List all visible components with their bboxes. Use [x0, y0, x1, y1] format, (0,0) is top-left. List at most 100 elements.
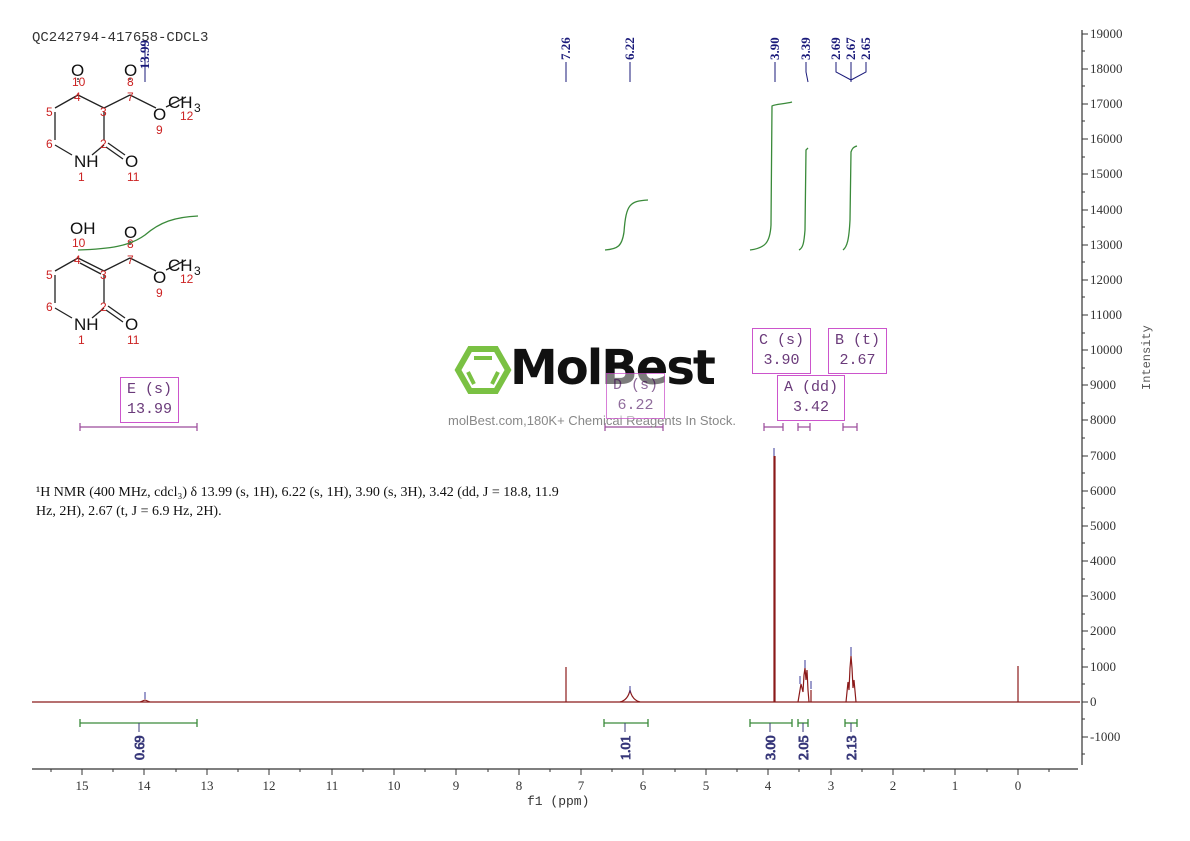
svg-text:6: 6	[46, 137, 53, 151]
svg-text:3.00: 3.00	[764, 736, 779, 761]
multiplet-label: E (s)	[127, 381, 173, 398]
svg-text:8000: 8000	[1090, 412, 1116, 427]
svg-text:10: 10	[388, 778, 401, 793]
svg-text:8: 8	[127, 75, 134, 89]
svg-text:7.26: 7.26	[558, 37, 573, 60]
svg-text:10000: 10000	[1090, 342, 1123, 357]
svg-text:10: 10	[72, 75, 86, 89]
svg-text:NH: NH	[74, 315, 99, 334]
integration-values: 0.69 1.01 3.00 2.05 2.13	[133, 723, 861, 761]
svg-text:-1000: -1000	[1090, 729, 1120, 744]
svg-text:O: O	[153, 105, 166, 124]
svg-text:14000: 14000	[1090, 202, 1123, 217]
svg-text:O: O	[124, 223, 137, 242]
svg-text:6.22: 6.22	[622, 37, 637, 60]
integral-curve-3.90	[749, 101, 793, 251]
svg-text:5: 5	[46, 105, 53, 119]
svg-text:5000: 5000	[1090, 518, 1116, 533]
multiplet-box-E: E (s) 13.99	[120, 377, 180, 423]
integral-curve-3.42	[798, 147, 809, 251]
svg-text:12: 12	[263, 778, 276, 793]
svg-text:3: 3	[100, 268, 107, 282]
svg-text:2.05: 2.05	[797, 736, 812, 761]
x-axis-label: f1 (ppm)	[527, 794, 590, 809]
nmr-description-line2: Hz, 2H), 2.67 (t, J = 6.9 Hz, 2H).	[36, 504, 222, 519]
multiplet-box-C: C (s) 3.90	[752, 328, 812, 374]
svg-text:8: 8	[516, 778, 523, 793]
svg-text:2: 2	[100, 300, 107, 314]
peak-labels: 13.99 7.26 6.22 3.90 3.39 2.69 2.67 2.65	[137, 37, 873, 83]
svg-text:2: 2	[100, 137, 107, 151]
multiplet-shift: 2.67	[839, 352, 876, 369]
multiplet-label: D (s)	[613, 377, 659, 394]
svg-text:2.69: 2.69	[828, 37, 843, 60]
multiplet-box-D: D (s) 6.22	[606, 373, 666, 419]
svg-text:CH: CH	[168, 256, 193, 275]
svg-text:11: 11	[127, 333, 140, 347]
svg-text:6000: 6000	[1090, 483, 1116, 498]
svg-text:0.69: 0.69	[133, 736, 148, 761]
peak-label-7.26: 7.26	[558, 37, 573, 82]
svg-text:11: 11	[127, 170, 140, 184]
svg-text:O: O	[71, 61, 84, 80]
svg-text:4: 4	[74, 90, 81, 104]
svg-text:1.01: 1.01	[619, 736, 634, 761]
multiplet-label: B (t)	[835, 332, 881, 349]
peak-label-6.22: 6.22	[622, 37, 637, 82]
svg-text:4000: 4000	[1090, 553, 1116, 568]
svg-text:4: 4	[765, 778, 772, 793]
svg-text:7: 7	[578, 778, 585, 793]
svg-text:3: 3	[194, 101, 201, 115]
watermark-tagline: molBest.com,180K+ Chemical Reagents In S…	[448, 413, 736, 428]
multiplet-box-A: A (dd) 3.42	[777, 375, 846, 421]
multiplet-shift: 3.90	[763, 352, 800, 369]
multiplet-shift: 13.99	[127, 401, 173, 418]
keto-structure	[54, 78, 187, 160]
svg-text:3.90: 3.90	[767, 37, 782, 60]
nmr-description-line1: ¹H NMR (400 MHz, cdcl₃) δ 13.99 (s, 1H),…	[36, 485, 559, 500]
svg-text:1: 1	[952, 778, 959, 793]
svg-text:16000: 16000	[1090, 131, 1123, 146]
svg-text:9000: 9000	[1090, 377, 1116, 392]
svg-text:0: 0	[1015, 778, 1022, 793]
keto-structure-labels: O 10 4 O 8 7 3 O 9 CH 3 12 5 6 2 NH 1 O …	[46, 61, 201, 184]
svg-text:4: 4	[74, 253, 81, 267]
svg-text:7: 7	[127, 253, 134, 267]
integral-curves	[77, 101, 858, 251]
svg-text:2.67: 2.67	[843, 37, 858, 60]
svg-text:3: 3	[828, 778, 835, 793]
svg-text:NH: NH	[74, 152, 99, 171]
svg-text:2: 2	[890, 778, 897, 793]
svg-text:11000: 11000	[1090, 307, 1122, 322]
svg-text:13000: 13000	[1090, 237, 1123, 252]
multiplet-shift: 6.22	[617, 397, 654, 414]
svg-text:2.65: 2.65	[858, 37, 873, 60]
y-axis-label: Intensity	[1140, 325, 1154, 390]
sample-title: QC242794-417658-CDCL3	[32, 30, 209, 46]
svg-text:18000: 18000	[1090, 61, 1123, 76]
integral-curve-6.22	[604, 199, 649, 251]
enol-structure	[54, 241, 187, 323]
molbest-logo-icon	[454, 346, 512, 394]
multiplet-ranges	[79, 423, 858, 431]
svg-text:19000: 19000	[1090, 26, 1123, 41]
enol-structure-labels: OH 10 4 O 8 7 3 O 9 CH 3 12 5 6 2 NH 1 O…	[46, 219, 201, 347]
svg-text:9: 9	[453, 778, 460, 793]
svg-text:O: O	[153, 268, 166, 287]
svg-text:15: 15	[76, 778, 89, 793]
svg-text:O: O	[124, 61, 137, 80]
svg-text:6: 6	[640, 778, 647, 793]
svg-text:1000: 1000	[1090, 659, 1116, 674]
svg-text:O: O	[125, 315, 138, 334]
svg-text:3.39: 3.39	[798, 37, 813, 60]
svg-text:9: 9	[156, 123, 163, 137]
svg-text:2.13: 2.13	[845, 736, 860, 761]
svg-text:0: 0	[1090, 694, 1097, 709]
integral-curve-13.99	[77, 215, 199, 251]
y-axis: 19000 18000 17000 16000 15000 14000 1300…	[1081, 26, 1123, 765]
multiplet-label: C (s)	[759, 332, 805, 349]
svg-text:6: 6	[46, 300, 53, 314]
integration-bars	[79, 719, 858, 727]
svg-text:13: 13	[201, 778, 214, 793]
svg-text:14: 14	[138, 778, 152, 793]
